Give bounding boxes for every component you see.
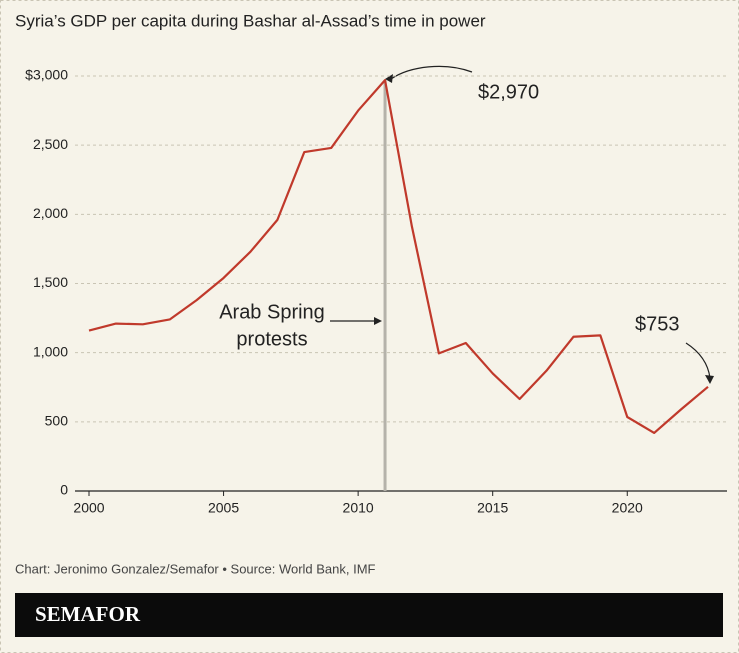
arrow-head (385, 74, 393, 83)
value-label: $753 (635, 313, 680, 335)
x-tick-label: 2015 (477, 500, 508, 516)
x-tick-label: 2020 (612, 500, 643, 516)
annotation: Arab Spring (219, 301, 325, 323)
y-tick-label: 2,500 (33, 136, 68, 152)
chart-title: Syria’s GDP per capita during Bashar al-… (15, 11, 486, 30)
y-tick-label: 0 (60, 482, 68, 498)
y-tick-label: 1,500 (33, 274, 68, 290)
y-tick-label: 500 (45, 413, 69, 429)
y-tick-label: 2,000 (33, 205, 68, 221)
arrow (390, 65, 473, 80)
x-tick-label: 2010 (343, 500, 374, 516)
x-tick-label: 2005 (208, 500, 239, 516)
x-tick-label: 2000 (73, 500, 104, 516)
arrow (685, 342, 711, 379)
source: Chart: Jeronimo Gonzalez/Semafor • Sourc… (15, 561, 376, 576)
y-tick-label: $3,000 (25, 67, 68, 83)
value-label: $2,970 (478, 81, 539, 103)
arrow-head (705, 375, 714, 384)
annotation: protests (236, 328, 307, 350)
line (88, 79, 709, 434)
y-tick-label: 1,000 (33, 343, 68, 359)
brand: SEMAFOR (35, 602, 141, 626)
brand-bar (15, 593, 723, 637)
arrow-head (374, 317, 382, 325)
